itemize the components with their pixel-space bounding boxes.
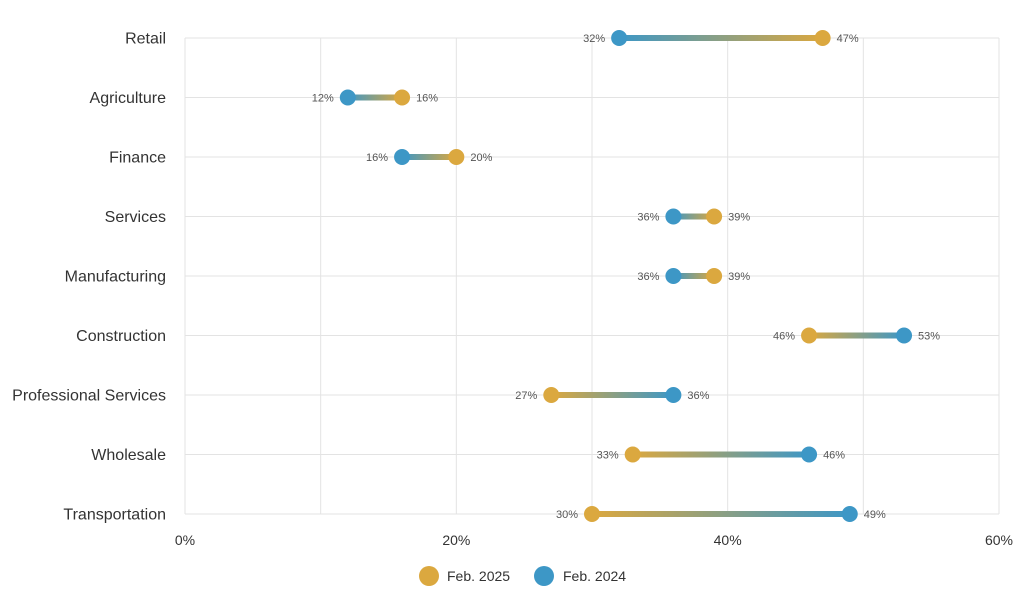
category-label-professional-services: Professional Services bbox=[12, 388, 166, 405]
legend-swatch-feb-2024 bbox=[534, 566, 554, 586]
value-label-feb-2025: 39% bbox=[728, 212, 750, 224]
legend-label-feb-2025: Feb. 2025 bbox=[447, 568, 510, 584]
dumbbell-retail: 32% 47% bbox=[583, 30, 859, 46]
category-label-transportation: Transportation bbox=[63, 507, 166, 524]
category-label-finance: Finance bbox=[109, 150, 166, 167]
category-labels: Retail Agriculture Finance Services Manufact… bbox=[12, 31, 166, 524]
value-label-feb-2025: 30% bbox=[556, 509, 578, 521]
point-feb-2025 bbox=[706, 268, 723, 284]
value-label-feb-2024: 32% bbox=[583, 33, 605, 45]
dumbbell-finance: 16% 20% bbox=[366, 149, 493, 165]
point-feb-2024 bbox=[665, 208, 682, 225]
point-feb-2024 bbox=[665, 268, 682, 284]
category-label-retail: Retail bbox=[125, 31, 166, 48]
x-tick-label: 40% bbox=[714, 532, 742, 548]
point-feb-2025 bbox=[814, 30, 831, 46]
value-label-feb-2024: 36% bbox=[687, 390, 709, 402]
value-label-feb-2024: 49% bbox=[864, 509, 886, 521]
point-feb-2024 bbox=[665, 387, 682, 403]
dumbbell-construction: 46% 53% bbox=[773, 327, 940, 344]
dumbbell-agriculture: 12% 16% bbox=[312, 89, 438, 106]
value-label-feb-2025: 33% bbox=[597, 450, 619, 462]
legend-label-feb-2024: Feb. 2024 bbox=[563, 568, 626, 584]
point-feb-2025 bbox=[706, 208, 723, 225]
legend-swatch-feb-2025 bbox=[419, 566, 439, 586]
dumbbell-services: 36% 39% bbox=[637, 208, 750, 225]
dumbbell-transportation: 30% 49% bbox=[556, 506, 886, 522]
value-label-feb-2024: 36% bbox=[637, 271, 659, 283]
point-feb-2025 bbox=[394, 89, 411, 106]
point-feb-2025 bbox=[543, 387, 560, 403]
value-label-feb-2024: 36% bbox=[637, 212, 659, 224]
x-tick-label: 0% bbox=[175, 532, 195, 548]
category-label-construction: Construction bbox=[76, 328, 166, 345]
x-axis-tick-labels: 0% 20% 40% 60% bbox=[175, 532, 1013, 548]
point-feb-2024 bbox=[339, 89, 356, 106]
legend: Feb. 2025 Feb. 2024 bbox=[419, 566, 626, 586]
point-feb-2024 bbox=[896, 327, 913, 344]
value-label-feb-2024: 12% bbox=[312, 93, 334, 105]
value-label-feb-2024: 46% bbox=[823, 450, 845, 462]
grid-layer bbox=[184, 37, 1000, 515]
x-tick-label: 60% bbox=[985, 532, 1013, 548]
dumbbell-manufacturing: 36% 39% bbox=[637, 268, 750, 284]
value-label-feb-2024: 53% bbox=[918, 331, 940, 343]
dumbbell-professional-services: 27% 36% bbox=[515, 387, 710, 403]
point-feb-2025 bbox=[584, 506, 600, 522]
point-feb-2024 bbox=[611, 30, 628, 46]
category-label-agriculture: Agriculture bbox=[90, 90, 167, 107]
category-label-manufacturing: Manufacturing bbox=[65, 269, 166, 286]
point-feb-2024 bbox=[394, 149, 411, 165]
category-label-wholesale: Wholesale bbox=[91, 447, 166, 464]
value-label-feb-2024: 16% bbox=[366, 152, 388, 164]
value-label-feb-2025: 46% bbox=[773, 331, 795, 343]
category-label-services: Services bbox=[105, 209, 166, 226]
x-tick-label: 20% bbox=[442, 532, 470, 548]
value-label-feb-2025: 16% bbox=[416, 93, 438, 105]
point-feb-2025 bbox=[624, 446, 641, 463]
value-label-feb-2025: 39% bbox=[728, 271, 750, 283]
value-label-feb-2025: 47% bbox=[837, 33, 859, 45]
point-feb-2024 bbox=[801, 446, 818, 463]
point-feb-2025 bbox=[801, 327, 818, 344]
point-feb-2025 bbox=[448, 149, 465, 165]
dumbbell-marks: 32% 47% 12% 16% 16% 20% 36% 39% 36% 39% 46% 53% 27% 3… bbox=[312, 30, 940, 522]
point-feb-2024 bbox=[841, 506, 858, 522]
dumbbell-wholesale: 33% 46% bbox=[597, 446, 845, 463]
value-label-feb-2025: 20% bbox=[470, 152, 492, 164]
value-label-feb-2025: 27% bbox=[515, 390, 537, 402]
